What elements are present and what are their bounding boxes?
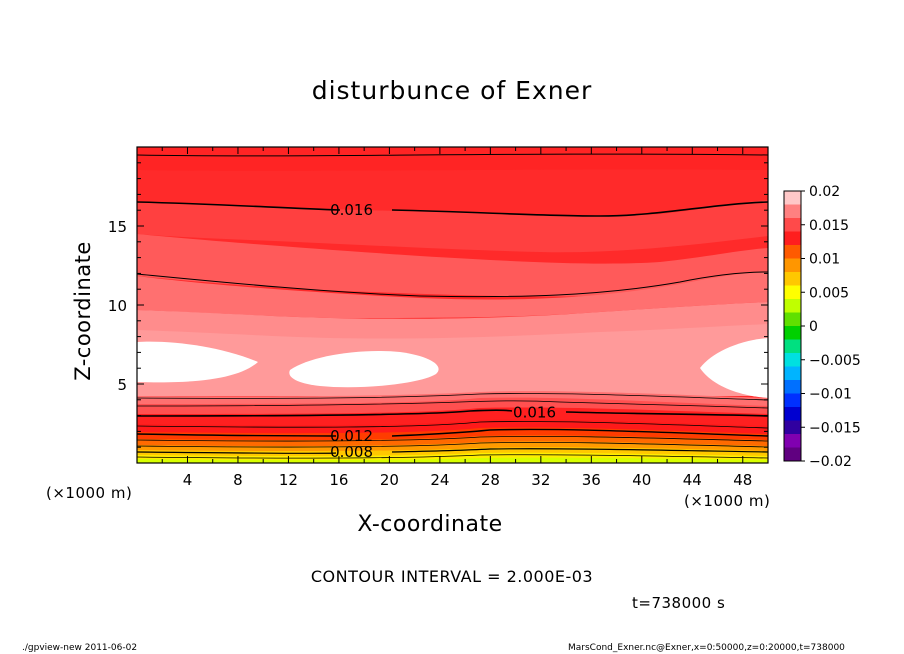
x-tick-label: 40: [632, 471, 651, 489]
colorbar-swatch: [784, 258, 801, 273]
colorbar-swatch: [784, 420, 801, 435]
footer-right: MarsCond_Exner.nc@Exner,x=0:50000,z=0:20…: [568, 643, 845, 653]
x-unit-label-right: (×1000 m): [684, 492, 771, 510]
colorbar-swatch: [784, 366, 801, 381]
colorbar-swatch: [784, 407, 801, 421]
colorbar-swatch: [784, 191, 801, 205]
colorbar-swatch: [784, 353, 801, 367]
axis-ticks: [136, 146, 769, 464]
time-label: t=738000 s: [632, 594, 726, 612]
x-tick-label: 48: [733, 471, 752, 489]
contour-label: 0.016: [513, 403, 556, 421]
contour-label: 0.008: [330, 443, 373, 461]
x-tick-label: 12: [279, 471, 298, 489]
x-tick-label: 4: [183, 471, 193, 489]
y-tick-label: 5: [117, 376, 127, 394]
colorbar-label: −0.01: [809, 387, 852, 403]
x-tick-label: 16: [329, 471, 348, 489]
colorbar-swatch: [784, 393, 801, 408]
colorbar-swatch: [784, 299, 801, 313]
y-tick-label: 15: [108, 218, 127, 236]
colorbar-label: 0.015: [809, 218, 849, 234]
colorbar-label: −0.015: [809, 420, 861, 436]
colorbar-label: 0.02: [809, 184, 840, 200]
contour-label: 0.012: [330, 427, 373, 445]
chart-title: disturbunce of Exner: [311, 76, 593, 105]
colorbar-swatch: [784, 285, 801, 300]
colorbar-swatch: [784, 218, 801, 232]
colorbar-label: 0.005: [809, 285, 849, 301]
colorbar-swatch: [784, 272, 801, 286]
contour-label: 0.016: [330, 201, 373, 219]
x-axis-label: X-coordinate: [357, 512, 503, 537]
colorbar-swatch: [784, 245, 801, 259]
colorbar: [783, 190, 805, 462]
colorbar-swatch: [784, 447, 801, 462]
colorbar-swatch: [784, 231, 801, 246]
colorbar-swatch: [784, 204, 801, 219]
y-axis-label: Z-coordinate: [71, 241, 95, 381]
colorbar-swatch: [784, 380, 801, 394]
x-unit-label-left: (×1000 m): [46, 484, 133, 502]
contour-interval-label: CONTOUR INTERVAL = 2.000E-03: [310, 567, 594, 586]
colorbar-label: −0.005: [809, 353, 861, 369]
colorbar-label: −0.02: [809, 454, 852, 470]
x-tick-label: 8: [233, 471, 243, 489]
contour-lines: [137, 153, 768, 459]
footer-left: ./gpview-new 2011-06-02: [22, 643, 138, 653]
colorbar-swatch: [784, 339, 801, 354]
x-tick-labels: 4 8 12 16 20 24 28 32 36 40 44 48: [183, 471, 753, 489]
y-tick-labels: 5 10 15: [108, 218, 127, 394]
y-tick-label: 10: [108, 297, 127, 315]
x-tick-label: 32: [531, 471, 550, 489]
x-tick-label: 20: [380, 471, 399, 489]
x-tick-label: 44: [683, 471, 702, 489]
x-tick-label: 24: [430, 471, 449, 489]
colorbar-label: 0: [809, 319, 818, 335]
x-tick-label: 28: [481, 471, 500, 489]
colorbar-swatch: [784, 434, 801, 448]
colorbar-labels: 0.02 0.015 0.01 0.005 0 −0.005 −0.01 −0.015 −0.0…: [809, 184, 861, 470]
colorbar-swatch: [784, 326, 801, 340]
colorbar-label: 0.01: [809, 252, 840, 268]
x-tick-label: 36: [582, 471, 601, 489]
colorbar-swatch: [784, 312, 801, 327]
